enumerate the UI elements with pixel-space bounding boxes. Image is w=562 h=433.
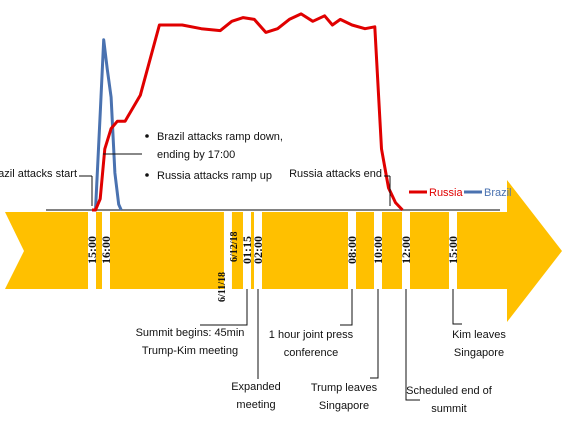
bullet-dot [145,173,149,177]
annotation-ramp-1: Brazil attacks ramp down, [157,131,283,143]
date-divider [223,212,232,289]
annotation-brazil-start: Brazil attacks start [0,168,77,180]
event-label: Kim leaves [452,329,506,341]
date-label: 6/12/18 [229,231,240,262]
series-layer [92,12,404,212]
event-callout-line [405,289,420,401]
event-label: Trump leaves [311,382,378,394]
event-layer: Summit begins: 45min Trump-Kim meeting Exp… [136,289,506,415]
timeline-arrow-layer [5,180,562,322]
tick-label: 01:15 [240,236,254,264]
tick-label: 08:00 [345,236,359,264]
annotation-layer: Brazil attacks start Brazil attacks ramp … [0,131,391,206]
bullet-dot [145,134,149,138]
event-label: Scheduled end of [406,385,493,397]
series-line-brazil [92,38,123,212]
tick-label: 12:00 [399,236,413,264]
annotation-ramp-2: ending by 17:00 [157,149,235,161]
tick-divider [102,212,110,289]
tick-divider [88,212,96,289]
legend-label: Russia [429,187,464,199]
event-label: meeting [236,399,275,411]
tick-label: 02:00 [251,236,265,264]
tick-label: 15:00 [85,236,99,264]
event-label: Summit begins: 45min [136,327,245,339]
event-callout-line [200,289,248,326]
tick-label: 10:00 [371,236,385,264]
event-label: Singapore [319,400,369,412]
event-callout-line [370,289,379,379]
date-label: 6/11/18 [217,272,228,302]
tick-divider [348,212,356,289]
legend-label: Brazil [484,187,512,199]
event-callout-line [340,289,353,326]
event-label: summit [431,403,466,415]
series-line-russia [92,12,404,212]
event-label: Singapore [454,347,504,359]
tick-divider [402,212,410,289]
tick-label: 16:00 [99,236,113,264]
annotation-russia-end: Russia attacks end [289,168,382,180]
tick-divider [254,212,262,289]
event-label: Expanded [231,381,281,393]
event-label: Trump-Kim meeting [142,345,238,357]
event-label: conference [284,347,338,359]
annotation-ramp-3: Russia attacks ramp up [157,170,272,182]
timeline-arrow [5,180,562,322]
tick-divider [374,212,382,289]
tick-divider [243,212,251,289]
tick-label: 15:00 [446,236,460,264]
event-label: 1 hour joint press [269,329,354,341]
legend-layer: Russia Brazil [409,187,512,199]
event-callout-line [452,289,462,325]
tick-divider [449,212,457,289]
